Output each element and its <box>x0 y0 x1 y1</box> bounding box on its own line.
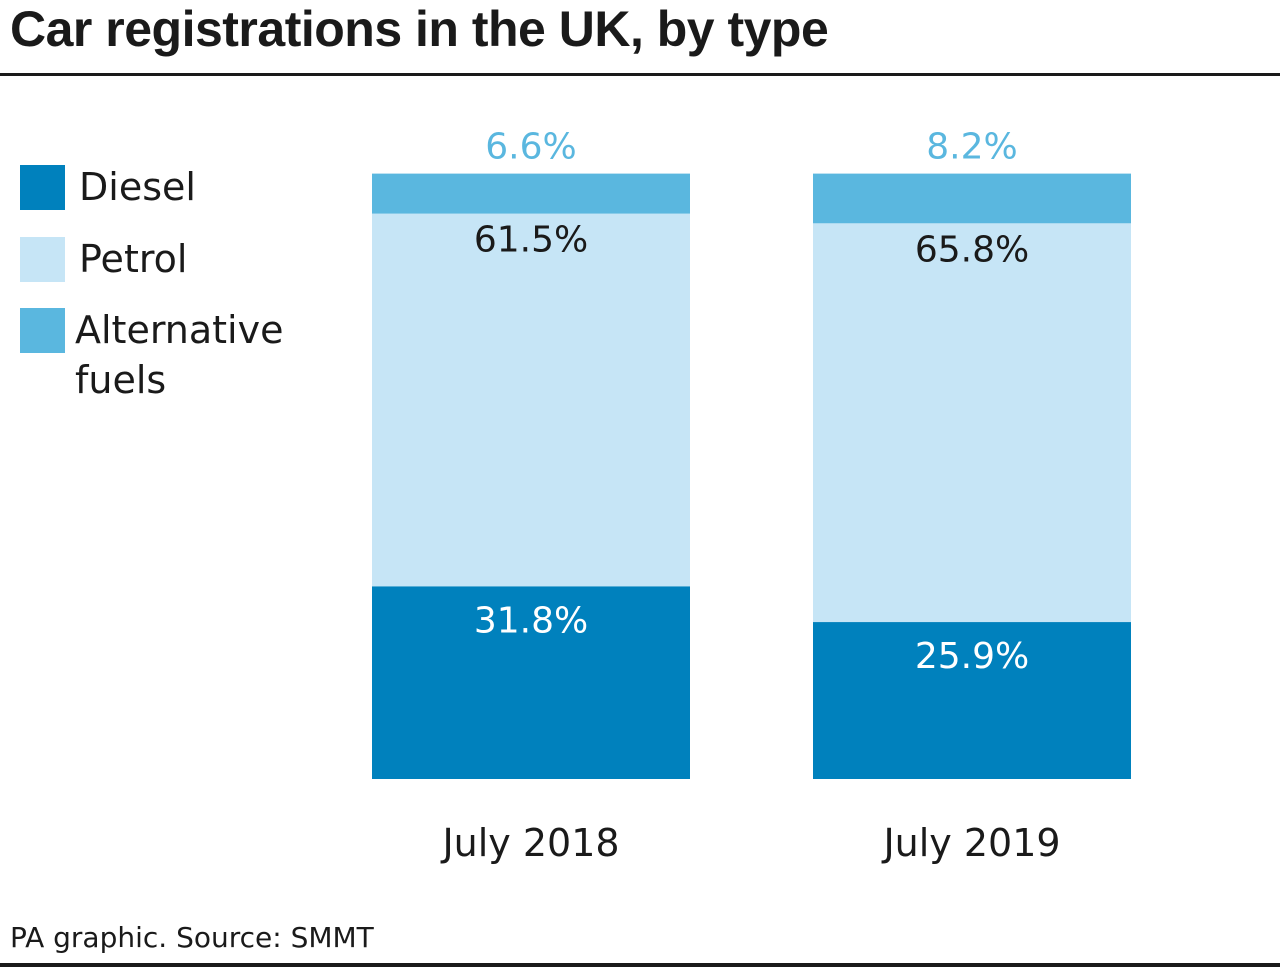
bar-segment-alternative <box>372 173 690 214</box>
legend-swatch-diesel <box>20 165 65 210</box>
data-label-petrol: 65.8% <box>915 229 1029 270</box>
legend-item-petrol: Petrol <box>20 237 319 284</box>
bottom-divider <box>0 963 1280 967</box>
data-label-alternative: 8.2% <box>926 127 1017 168</box>
x-tick-label: July 2019 <box>881 821 1060 865</box>
chart-title: Car registrations in the UK, by type <box>10 1 829 57</box>
x-tick-label: July 2018 <box>440 821 619 865</box>
bar-segment-diesel <box>372 586 690 779</box>
legend-item-alternative: Alternative fuels <box>20 308 315 405</box>
data-label-diesel: 25.9% <box>915 636 1029 677</box>
legend-item-diesel: Diesel <box>20 165 319 212</box>
legend-label: Alternative fuels <box>75 308 284 402</box>
legend-swatch-alternative <box>20 308 65 353</box>
title-divider <box>0 73 1280 76</box>
bar-segment-alternative <box>813 173 1131 224</box>
data-label-diesel: 31.8% <box>474 600 588 641</box>
legend-swatch-petrol <box>20 237 65 282</box>
data-label-alternative: 6.6% <box>485 127 576 168</box>
bar-segment-diesel <box>813 622 1131 779</box>
source-note: PA graphic. Source: SMMT <box>10 921 374 954</box>
bar-segment-petrol <box>372 213 690 587</box>
legend-label: Diesel <box>79 165 196 209</box>
bar-segment-petrol <box>813 223 1131 623</box>
data-label-petrol: 61.5% <box>474 220 588 261</box>
legend-label: Petrol <box>79 237 188 281</box>
